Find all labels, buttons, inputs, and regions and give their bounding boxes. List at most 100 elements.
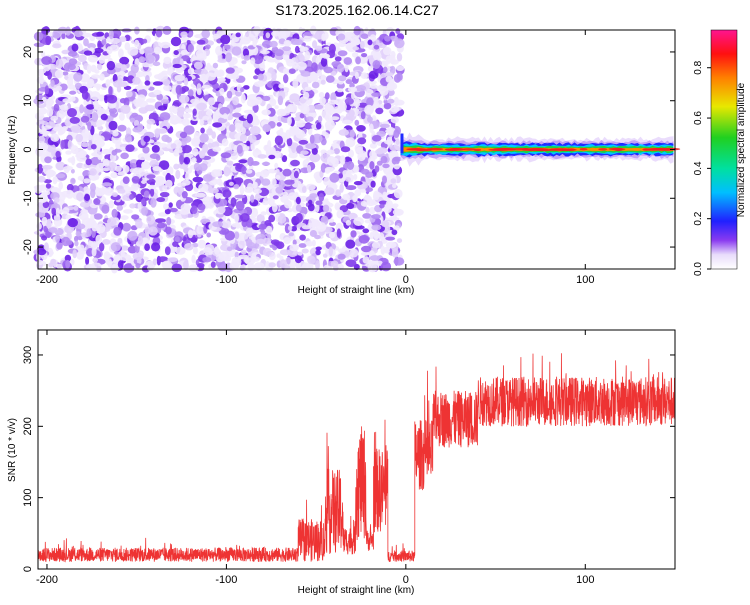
heatmap-cell xyxy=(146,118,156,125)
heatmap-cell xyxy=(369,123,374,134)
heatmap-cell xyxy=(41,165,53,170)
snr-y-ticks: 0 100 200 300 xyxy=(22,346,675,572)
heatmap-cell xyxy=(354,143,363,154)
heatmap-cell xyxy=(175,246,186,255)
heatmap-cell xyxy=(378,200,388,205)
heatmap-cell xyxy=(177,106,185,113)
heatmap-cell xyxy=(333,148,340,155)
heatmap-cell xyxy=(316,122,322,130)
heatmap-cell xyxy=(324,187,335,196)
heatmap-cell xyxy=(220,34,231,45)
heatmap-cell xyxy=(129,193,134,200)
heatmap-cell xyxy=(210,261,216,269)
heatmap-cell xyxy=(241,60,247,65)
heatmap-cell xyxy=(208,187,219,194)
heatmap-cell xyxy=(304,86,312,92)
heatmap-cell xyxy=(376,260,383,266)
heatmap-cell xyxy=(135,159,143,170)
heatmap-cell xyxy=(167,257,178,262)
heatmap-cell xyxy=(360,72,368,79)
heatmap-cell xyxy=(370,180,376,188)
heatmap-cell xyxy=(195,192,206,198)
heatmap-cell xyxy=(173,50,179,56)
heatmap-cell xyxy=(389,145,400,151)
heatmap-cell xyxy=(305,143,316,150)
heatmap-cell xyxy=(331,143,339,148)
heatmap-cell xyxy=(396,72,403,82)
heatmap-cell xyxy=(108,29,114,40)
heatmap-cell xyxy=(134,26,140,35)
heatmap-cell xyxy=(380,245,386,255)
heatmap-cell xyxy=(389,65,396,75)
heatmap-cell xyxy=(208,68,220,78)
heatmap-cell xyxy=(272,195,279,200)
heatmap-cell xyxy=(274,105,279,110)
heatmap-cell xyxy=(301,248,309,254)
heatmap-cell xyxy=(328,218,335,223)
heatmap-cell xyxy=(240,87,245,93)
heatmap-cell xyxy=(120,245,130,251)
heatmap-cell xyxy=(346,161,355,170)
heatmap-cell xyxy=(271,71,277,82)
heatmap-cell xyxy=(181,191,188,199)
heatmap-cell xyxy=(67,84,75,90)
heatmap-cell xyxy=(235,32,241,38)
heatmap-cell xyxy=(279,28,291,38)
heatmap-cell xyxy=(107,217,117,227)
heatmap-cell xyxy=(274,135,283,146)
heatmap-cell xyxy=(71,155,76,166)
heatmap-cell xyxy=(82,33,90,38)
heatmap-cell xyxy=(76,250,84,260)
heatmap-cell xyxy=(308,199,313,205)
heatmap-cell xyxy=(239,185,245,195)
heatmap-cell xyxy=(215,45,223,56)
heatmap-cell xyxy=(349,82,355,89)
heatmap-cell xyxy=(383,102,392,110)
heatmap-cell xyxy=(122,176,130,184)
heatmap-cell xyxy=(119,98,127,104)
heatmap-cell xyxy=(55,207,60,217)
heatmap-cell xyxy=(247,262,255,272)
heatmap-cell xyxy=(129,117,136,123)
heatmap-cell xyxy=(89,91,101,101)
heatmap-cell xyxy=(74,235,79,243)
heatmap-cell xyxy=(161,70,169,76)
heatmap-cell xyxy=(112,192,118,198)
heatmap-cell xyxy=(382,175,387,184)
heatmap-cell xyxy=(169,207,178,213)
heatmap-cell xyxy=(174,74,186,82)
heatmap-cell xyxy=(166,216,172,226)
heatmap-cell xyxy=(341,119,353,125)
heatmap-cell xyxy=(349,109,355,118)
heatmap-cell xyxy=(283,68,289,75)
heatmap-cell xyxy=(200,109,205,116)
heatmap-cell xyxy=(323,66,333,74)
heatmap-cell xyxy=(183,77,189,86)
heatmap-cell xyxy=(192,148,199,157)
heatmap-cell xyxy=(55,85,63,91)
heatmap-cell xyxy=(396,65,405,71)
heatmap-cell xyxy=(268,262,276,268)
heatmap-cell xyxy=(362,202,368,207)
heatmap-cell xyxy=(158,212,168,217)
heatmap-cell xyxy=(253,262,265,271)
heatmap-cell xyxy=(102,239,111,245)
spectrogram-y-label: Frequency (Hz) xyxy=(7,116,18,185)
heatmap-cell xyxy=(202,257,212,263)
heatmap-cell xyxy=(202,143,209,153)
heatmap-cell xyxy=(151,242,161,252)
heatmap-cell xyxy=(70,169,75,174)
heatmap-cell xyxy=(106,46,113,55)
heatmap-cell xyxy=(164,246,171,256)
heatmap-cell xyxy=(154,74,164,80)
heatmap-cell xyxy=(99,242,105,252)
heatmap-cell xyxy=(214,192,221,200)
heatmap-cell xyxy=(143,46,155,54)
heatmap-cell xyxy=(101,182,113,187)
heatmap-cell xyxy=(187,229,194,239)
heatmap-cell xyxy=(234,231,240,240)
heatmap-cell xyxy=(99,73,105,81)
heatmap-cell xyxy=(155,29,163,38)
heatmap-cell xyxy=(185,108,193,113)
